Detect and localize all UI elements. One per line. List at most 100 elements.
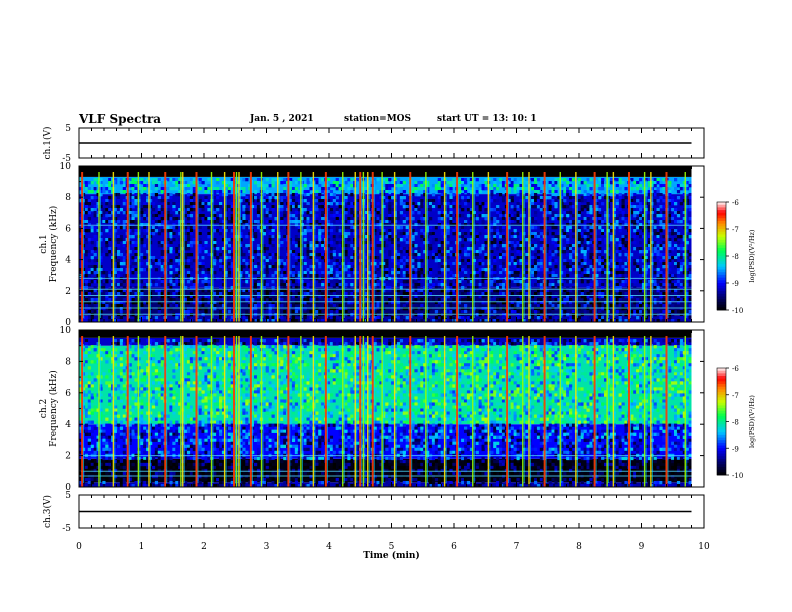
psd-cell bbox=[87, 211, 91, 215]
psd-cell bbox=[399, 283, 404, 287]
psd-cell bbox=[513, 217, 517, 221]
psd-cell bbox=[414, 193, 418, 197]
psd-cell bbox=[169, 271, 173, 275]
psd-cell bbox=[449, 199, 453, 203]
psd-cell bbox=[525, 274, 529, 278]
psd-cell bbox=[347, 217, 351, 221]
psd-cell bbox=[469, 217, 474, 221]
psd-cell bbox=[536, 235, 541, 239]
psd-cell bbox=[621, 295, 625, 299]
psd-cell bbox=[297, 190, 301, 194]
psd-cell bbox=[157, 295, 161, 299]
psd-cell bbox=[326, 220, 331, 224]
psd-cell bbox=[356, 178, 360, 182]
psd-cell bbox=[525, 250, 529, 254]
psd-cell bbox=[321, 229, 325, 233]
psd-cell bbox=[440, 241, 444, 245]
psd-cell bbox=[227, 259, 231, 263]
psd-cell bbox=[186, 238, 191, 242]
psd-cell bbox=[501, 241, 506, 245]
psd-cell bbox=[379, 292, 383, 296]
psd-cell bbox=[213, 244, 217, 248]
psd-cell bbox=[335, 226, 339, 230]
psd-cell bbox=[589, 205, 593, 209]
psd-cell bbox=[507, 217, 511, 221]
psd-cell bbox=[303, 298, 307, 302]
psd-cell bbox=[221, 238, 226, 242]
psd-cell bbox=[580, 265, 584, 269]
psd-cell bbox=[102, 190, 106, 194]
psd-cell bbox=[563, 301, 567, 305]
psd-cell bbox=[571, 244, 576, 248]
psd-cell bbox=[440, 280, 444, 284]
psd-cell bbox=[507, 211, 511, 215]
psd-cell bbox=[172, 295, 176, 299]
psd-cell bbox=[198, 247, 202, 251]
psd-cell bbox=[548, 292, 552, 296]
psd-cell bbox=[175, 193, 179, 197]
psd-cell bbox=[271, 301, 275, 305]
psd-cell bbox=[329, 193, 334, 197]
psd-cell bbox=[531, 232, 535, 236]
psd-cell bbox=[309, 220, 313, 224]
psd-cell bbox=[396, 244, 401, 248]
psd-cell bbox=[216, 292, 220, 296]
psd-cell bbox=[131, 226, 135, 230]
psd-cell bbox=[536, 205, 541, 209]
psd-cell bbox=[207, 202, 211, 206]
psd-cell bbox=[134, 178, 138, 182]
psd-cell bbox=[417, 298, 421, 302]
psd-cell bbox=[338, 229, 342, 233]
psd-cell bbox=[230, 262, 234, 266]
psd-cell bbox=[166, 292, 170, 296]
psd-cell bbox=[490, 283, 494, 287]
psd-cell bbox=[329, 190, 334, 194]
psd-cell bbox=[131, 184, 135, 188]
psd-cell bbox=[464, 232, 468, 236]
psd-cell bbox=[256, 292, 261, 296]
psd-cell bbox=[99, 286, 103, 290]
psd-cell bbox=[84, 223, 89, 227]
psd-cell bbox=[175, 226, 179, 230]
psd-cell bbox=[373, 229, 377, 233]
psd-cell bbox=[326, 190, 331, 194]
psd-cell bbox=[423, 265, 427, 269]
psd-cell bbox=[688, 253, 692, 257]
psd-cell bbox=[242, 289, 246, 293]
psd-cell bbox=[166, 271, 170, 275]
psd-cell bbox=[420, 292, 424, 296]
psd-cell bbox=[501, 217, 506, 221]
psd-cell bbox=[93, 199, 97, 203]
psd-cell bbox=[481, 262, 485, 266]
psd-cell bbox=[122, 262, 126, 266]
psd-cell bbox=[309, 244, 313, 248]
psd-cell bbox=[609, 193, 614, 197]
psd-cell bbox=[618, 241, 622, 245]
psd-cell bbox=[437, 226, 441, 230]
psd-cell bbox=[178, 250, 182, 254]
psd-cell bbox=[385, 217, 389, 221]
psd-cell bbox=[402, 238, 406, 242]
psd-cell bbox=[531, 178, 535, 182]
psd-cell bbox=[612, 265, 616, 269]
psd-cell bbox=[271, 184, 275, 188]
psd-cell bbox=[271, 223, 275, 227]
psd-cell bbox=[676, 211, 681, 215]
psd-cell bbox=[256, 214, 261, 218]
psd-cell bbox=[192, 193, 196, 197]
psd-cell bbox=[516, 184, 520, 188]
psd-cell bbox=[394, 274, 398, 278]
psd-cell bbox=[586, 202, 590, 206]
psd-cell bbox=[329, 274, 334, 278]
psd-cell bbox=[586, 208, 590, 212]
psd-cell bbox=[230, 301, 234, 305]
psd-cell bbox=[216, 190, 220, 194]
psd-cell bbox=[417, 202, 421, 206]
psd-cell bbox=[315, 241, 319, 245]
psd-cell bbox=[464, 238, 468, 242]
psd-cell bbox=[636, 184, 640, 188]
psd-cell bbox=[595, 190, 599, 194]
psd-cell bbox=[166, 241, 170, 245]
psd-cell bbox=[516, 208, 520, 212]
psd-cell bbox=[545, 223, 549, 227]
